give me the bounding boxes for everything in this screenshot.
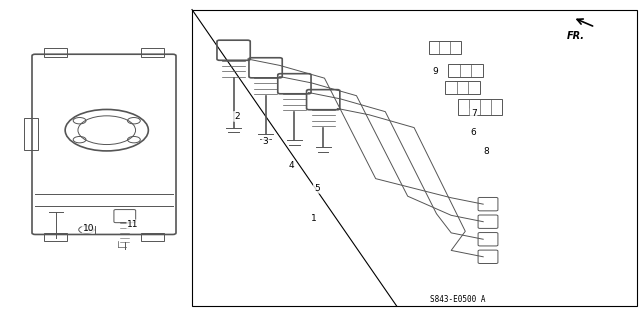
Text: 1: 1 (311, 214, 316, 223)
Text: S843-E0500 A: S843-E0500 A (430, 295, 485, 304)
Text: 10: 10 (83, 224, 94, 233)
Text: 6: 6 (471, 128, 476, 137)
Bar (141, 233, 164, 241)
Bar (44, 233, 67, 241)
Bar (44, 48, 67, 57)
Bar (448, 64, 483, 77)
Text: 8: 8 (484, 147, 489, 156)
Text: 4: 4 (289, 161, 294, 170)
Text: 11: 11 (127, 220, 139, 229)
Bar (429, 41, 461, 54)
Bar (24, 118, 38, 150)
Text: FR.: FR. (567, 31, 585, 41)
Text: 5: 5 (314, 184, 319, 193)
Bar (445, 81, 480, 94)
Text: 7: 7 (471, 109, 476, 118)
Bar (458, 99, 502, 115)
Text: 9: 9 (433, 67, 438, 76)
Bar (141, 48, 164, 57)
Text: 2: 2 (234, 112, 239, 121)
Text: 3: 3 (263, 137, 268, 146)
